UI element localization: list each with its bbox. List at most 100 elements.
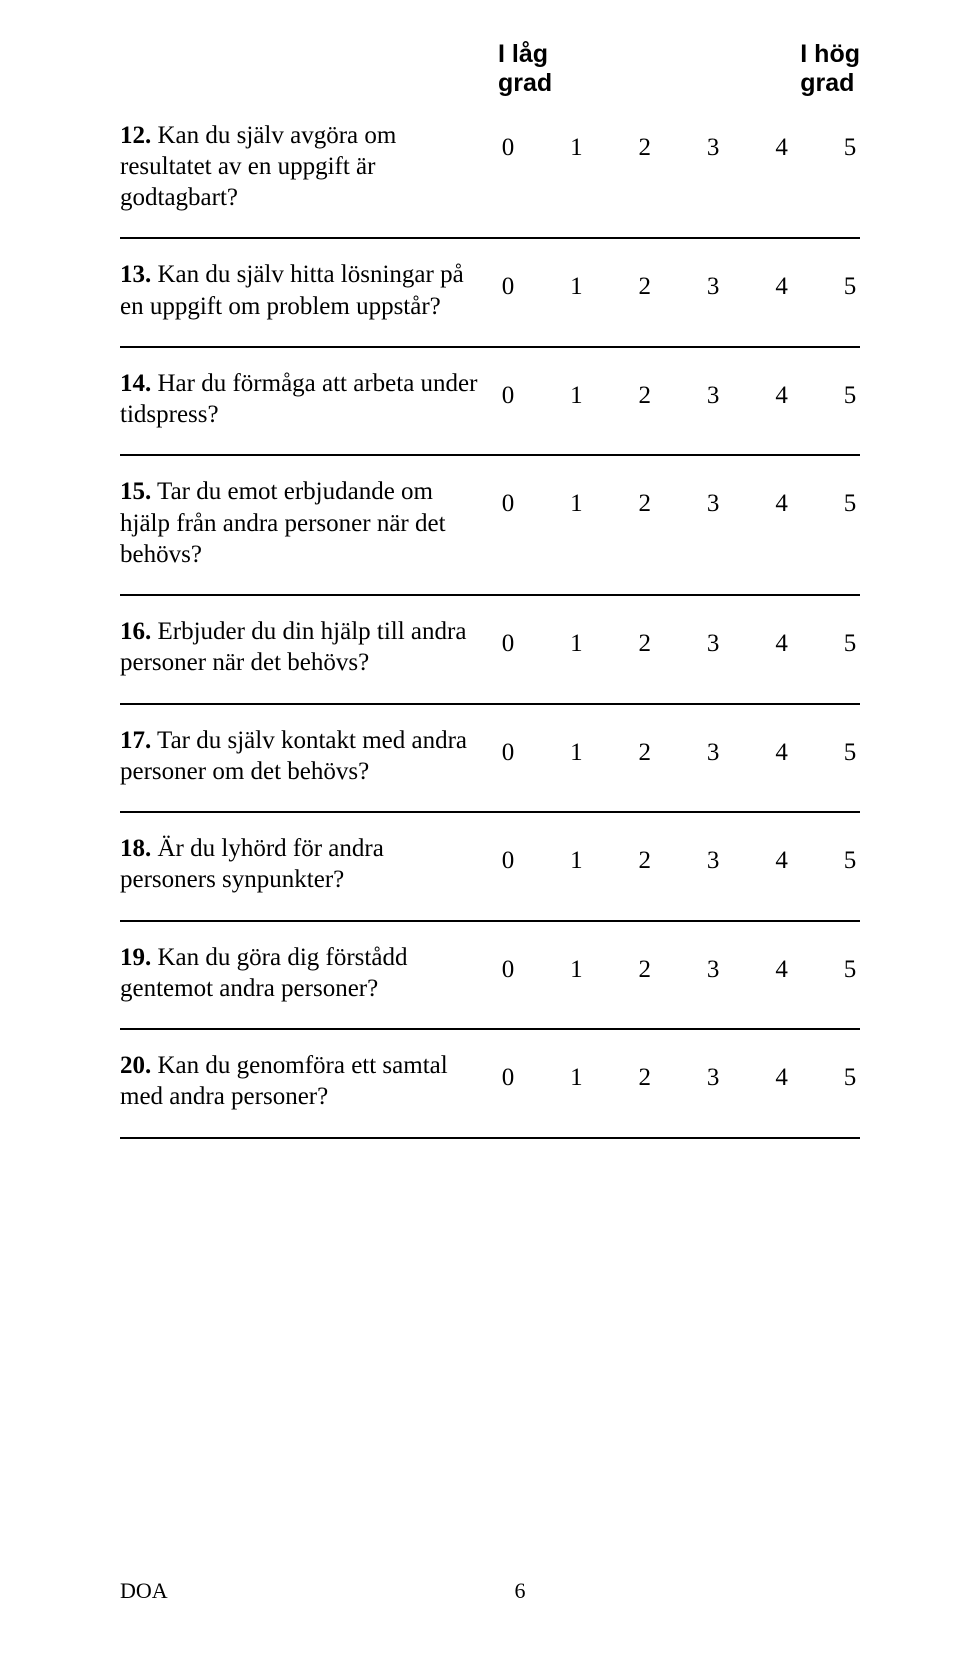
scale-option[interactable]: 1 [566, 956, 586, 984]
scale-option[interactable]: 5 [840, 1064, 860, 1092]
scale-option[interactable]: 3 [703, 490, 723, 518]
question-row: 14. Har du förmåga att arbeta under tids… [120, 348, 860, 457]
question-row: 20. Kan du genomföra ett samtal med andr… [120, 1030, 860, 1139]
scale-option[interactable]: 5 [840, 382, 860, 410]
scale-option[interactable]: 1 [566, 134, 586, 162]
scale-row: 0 1 2 3 4 5 [498, 725, 860, 767]
question-text: 15. Tar du emot erbjudande om hjälp från… [120, 476, 498, 570]
questions-list: 12. Kan du själv avgöra om resultatet av… [120, 116, 860, 1139]
scale-option[interactable]: 1 [566, 847, 586, 875]
scale-option[interactable]: 0 [498, 273, 518, 301]
scale-option[interactable]: 4 [772, 382, 792, 410]
scale-option[interactable]: 5 [840, 490, 860, 518]
question-text: 13. Kan du själv hitta lösningar på en u… [120, 259, 498, 322]
page-footer: DOA 6 [120, 1578, 860, 1604]
scale-option[interactable]: 0 [498, 630, 518, 658]
scale-option[interactable]: 4 [772, 273, 792, 301]
scale-option[interactable]: 5 [840, 847, 860, 875]
question-body: Tar du emot erbjudande om hjälp från and… [120, 478, 446, 568]
question-row: 18. Är du lyhörd för andra personers syn… [120, 813, 860, 922]
scale-row: 0 1 2 3 4 5 [498, 1050, 860, 1092]
scale-option[interactable]: 1 [566, 273, 586, 301]
scale-option[interactable]: 4 [772, 847, 792, 875]
question-body: Kan du genomföra ett samtal med andra pe… [120, 1052, 448, 1110]
scale-option[interactable]: 0 [498, 739, 518, 767]
question-number: 12. [120, 122, 151, 149]
scale-option[interactable]: 3 [703, 1064, 723, 1092]
scale-option[interactable]: 2 [635, 134, 655, 162]
scale-option[interactable]: 1 [566, 1064, 586, 1092]
scale-option[interactable]: 3 [703, 134, 723, 162]
page: I låg grad I hög grad 12. Kan du själv a… [0, 0, 960, 1656]
scale-option[interactable]: 1 [566, 739, 586, 767]
scale-option[interactable]: 5 [840, 630, 860, 658]
scale-option[interactable]: 3 [703, 956, 723, 984]
scale-low-label: I låg grad [498, 40, 552, 98]
question-row: 19. Kan du göra dig förstådd gentemot an… [120, 922, 860, 1031]
scale-row: 0 1 2 3 4 5 [498, 616, 860, 658]
scale-option[interactable]: 4 [772, 134, 792, 162]
scale-option[interactable]: 4 [772, 490, 792, 518]
scale-option[interactable]: 4 [772, 630, 792, 658]
question-body: Kan du själv hitta lösningar på en uppgi… [120, 261, 464, 319]
scale-option[interactable]: 2 [635, 739, 655, 767]
scale-option[interactable]: 0 [498, 847, 518, 875]
question-body: Kan du göra dig förstådd gentemot andra … [120, 944, 407, 1002]
scale-row: 0 1 2 3 4 5 [498, 942, 860, 984]
scale-option[interactable]: 4 [772, 739, 792, 767]
scale-option[interactable]: 1 [566, 382, 586, 410]
scale-option[interactable]: 3 [703, 382, 723, 410]
scale-row: 0 1 2 3 4 5 [498, 120, 860, 162]
scale-option[interactable]: 1 [566, 630, 586, 658]
question-text: 14. Har du förmåga att arbeta under tids… [120, 368, 498, 431]
scale-option[interactable]: 2 [635, 1064, 655, 1092]
scale-option[interactable]: 2 [635, 630, 655, 658]
scale-option[interactable]: 5 [840, 273, 860, 301]
question-number: 18. [120, 835, 151, 862]
scale-option[interactable]: 4 [772, 1064, 792, 1092]
scale-option[interactable]: 1 [566, 490, 586, 518]
scale-option[interactable]: 5 [840, 134, 860, 162]
question-text: 17. Tar du själv kontakt med andra perso… [120, 725, 498, 788]
header-spacer [120, 40, 498, 98]
scale-option[interactable]: 0 [498, 382, 518, 410]
scale-option[interactable]: 4 [772, 956, 792, 984]
question-number: 19. [120, 944, 151, 971]
question-row: 15. Tar du emot erbjudande om hjälp från… [120, 456, 860, 596]
footer-page-number: 6 [180, 1578, 860, 1604]
question-text: 18. Är du lyhörd för andra personers syn… [120, 833, 498, 896]
question-row: 17. Tar du själv kontakt med andra perso… [120, 705, 860, 814]
question-text: 20. Kan du genomföra ett samtal med andr… [120, 1050, 498, 1113]
scale-header-labels: I låg grad I hög grad [498, 40, 860, 98]
scale-option[interactable]: 3 [703, 739, 723, 767]
question-text: 12. Kan du själv avgöra om resultatet av… [120, 120, 498, 214]
scale-row: 0 1 2 3 4 5 [498, 259, 860, 301]
footer-doc-id: DOA [120, 1578, 180, 1604]
question-number: 17. [120, 727, 151, 754]
scale-option[interactable]: 0 [498, 956, 518, 984]
question-row: 12. Kan du själv avgöra om resultatet av… [120, 116, 860, 240]
scale-option[interactable]: 2 [635, 382, 655, 410]
scale-option[interactable]: 2 [635, 847, 655, 875]
question-number: 20. [120, 1052, 151, 1079]
scale-high-label: I hög grad [800, 40, 860, 98]
scale-option[interactable]: 5 [840, 739, 860, 767]
scale-option[interactable]: 0 [498, 490, 518, 518]
question-body: Har du förmåga att arbeta under tidspres… [120, 370, 477, 428]
scale-option[interactable]: 3 [703, 847, 723, 875]
scale-option[interactable]: 2 [635, 956, 655, 984]
scale-option[interactable]: 0 [498, 134, 518, 162]
question-row: 16. Erbjuder du din hjälp till andra per… [120, 596, 860, 705]
scale-option[interactable]: 3 [703, 630, 723, 658]
scale-option[interactable]: 5 [840, 956, 860, 984]
question-row: 13. Kan du själv hitta lösningar på en u… [120, 239, 860, 348]
scale-row: 0 1 2 3 4 5 [498, 833, 860, 875]
scale-option[interactable]: 0 [498, 1064, 518, 1092]
scale-header-row: I låg grad I hög grad [120, 40, 860, 98]
question-number: 16. [120, 618, 151, 645]
scale-option[interactable]: 2 [635, 273, 655, 301]
question-number: 15. [120, 478, 151, 505]
scale-option[interactable]: 2 [635, 490, 655, 518]
question-body: Tar du själv kontakt med andra personer … [120, 727, 467, 785]
scale-option[interactable]: 3 [703, 273, 723, 301]
